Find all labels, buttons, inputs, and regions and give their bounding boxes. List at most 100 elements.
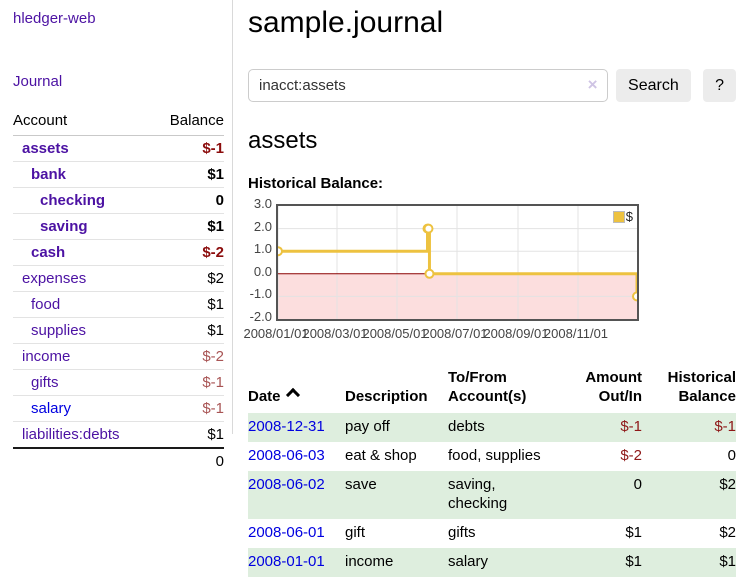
register-table: Date Description To/From Account(s) Amou… xyxy=(248,366,736,577)
accounts-total-row: 0 xyxy=(13,447,224,474)
account-row: gifts $-1 xyxy=(13,369,224,396)
account-row: bank $1 xyxy=(13,161,224,188)
account-link[interactable]: checking xyxy=(40,192,106,209)
register-header-row: Date Description To/From Account(s) Amou… xyxy=(248,366,736,413)
search-bar: × Search ? xyxy=(248,69,737,102)
account-link[interactable]: salary xyxy=(31,400,72,417)
register-header-description: Description xyxy=(345,388,428,405)
main-content: sample.journal × Search ? assets Histori… xyxy=(243,0,737,577)
account-link[interactable]: cash xyxy=(31,244,66,261)
y-axis-tick-label: -1.0 xyxy=(249,286,272,302)
account-link[interactable]: income xyxy=(22,348,71,365)
account-row: cash $-2 xyxy=(13,239,224,266)
account-title: assets xyxy=(248,127,318,154)
x-axis-tick-label: 2008/07/01 xyxy=(422,326,488,341)
transaction-accounts: gifts xyxy=(448,524,476,541)
accounts-header-row: Account Balance xyxy=(13,112,224,136)
transaction-description: pay off xyxy=(345,418,390,435)
legend-swatch-icon xyxy=(612,210,625,223)
register-row: 2008-01-01 income salary $1 $1 xyxy=(248,548,736,577)
y-axis-tick-label: 3.0 xyxy=(253,196,272,211)
y-axis-tick-label: 0.0 xyxy=(253,263,272,279)
x-axis-tick-label: 2008/09/01 xyxy=(483,326,549,341)
account-balance: $1 xyxy=(152,213,224,240)
register-header-balance: Historical Balance xyxy=(667,369,736,405)
help-button[interactable]: ? xyxy=(703,69,737,102)
transaction-description: income xyxy=(345,553,394,570)
transaction-balance: $2 xyxy=(719,524,736,541)
transaction-description: eat & shop xyxy=(345,447,417,464)
accounts-table: Account Balance assets $-1 bank $1 checking 0… xyxy=(13,112,224,474)
account-link[interactable]: supplies xyxy=(31,322,87,339)
transaction-balance: $1 xyxy=(719,553,736,570)
spacer xyxy=(13,447,153,474)
register-header-amount: Amount Out/In xyxy=(585,369,642,405)
page-title: sample.journal xyxy=(248,6,444,39)
app-title-link[interactable]: hledger-web xyxy=(13,10,96,27)
account-link[interactable]: assets xyxy=(22,140,69,157)
register-header-date-label: Date xyxy=(248,388,281,405)
transaction-date-link[interactable]: 2008-12-31 xyxy=(248,418,325,435)
y-axis-tick-label: 1.0 xyxy=(253,241,272,257)
transaction-amount: $1 xyxy=(625,524,642,541)
x-axis-tick-label: 2008/01/01 xyxy=(243,326,309,341)
accounts-header-balance: Balance xyxy=(152,112,224,136)
x-axis-tick-label: 2008/11/01 xyxy=(543,326,609,341)
historical-balance-chart: $ 3.0 2.0 1.0 0.0 -1.0 -2.0 2008/01/01 2008/03/… xyxy=(243,197,736,344)
register-row: 2008-06-02 save saving, checking 0 $2 xyxy=(248,471,736,519)
transaction-accounts: debts xyxy=(448,418,485,435)
search-button[interactable]: Search xyxy=(615,69,692,102)
transaction-accounts: salary xyxy=(448,553,489,570)
x-axis-tick-label: 2008/03/01 xyxy=(302,326,368,341)
transaction-date-link[interactable]: 2008-01-01 xyxy=(248,553,325,570)
y-axis-tick-label: 2.0 xyxy=(253,218,272,234)
transaction-description: gift xyxy=(345,524,366,541)
account-balance: $-1 xyxy=(152,395,224,422)
chart-title: Historical Balance: xyxy=(248,175,384,192)
accounts-total-balance: 0 xyxy=(152,447,224,474)
account-balance: $-1 xyxy=(152,369,224,396)
sidebar: hledger-web Journal Account Balance asse… xyxy=(0,0,233,474)
register-row: 2008-06-01 gift gifts $1 $2 xyxy=(248,519,736,548)
transaction-balance: $2 xyxy=(719,476,736,493)
transaction-amount: $-2 xyxy=(620,447,642,464)
account-row: income $-2 xyxy=(13,343,224,370)
account-link[interactable]: saving xyxy=(40,218,88,235)
account-link[interactable]: bank xyxy=(31,166,67,183)
account-link[interactable]: gifts xyxy=(31,374,59,391)
account-balance: $1 xyxy=(152,421,224,449)
account-row: checking 0 xyxy=(13,187,224,214)
account-balance: $1 xyxy=(152,317,224,344)
sidebar-item-journal[interactable]: Journal xyxy=(13,73,63,90)
transaction-balance: 0 xyxy=(727,447,736,464)
account-row: saving $1 xyxy=(13,213,224,240)
search-input[interactable] xyxy=(248,69,608,102)
chart-canvas xyxy=(278,206,637,319)
account-row: liabilities:debts $1 xyxy=(13,421,224,449)
transaction-date-link[interactable]: 2008-06-03 xyxy=(248,447,325,464)
transaction-amount: $1 xyxy=(625,553,642,570)
account-row: expenses $2 xyxy=(13,265,224,292)
account-link[interactable]: food xyxy=(31,296,61,313)
account-row: assets $-1 xyxy=(13,135,224,162)
register-header-date[interactable]: Date xyxy=(248,366,345,413)
chart-plot-area[interactable]: $ xyxy=(276,204,639,321)
account-link[interactable]: expenses xyxy=(22,270,87,287)
transaction-date-link[interactable]: 2008-06-02 xyxy=(248,476,325,493)
account-balance: $2 xyxy=(152,265,224,292)
legend-label: $ xyxy=(625,209,633,224)
y-axis-tick-label: -2.0 xyxy=(249,309,272,324)
transaction-description: save xyxy=(345,476,377,493)
transaction-balance: $-1 xyxy=(714,418,736,435)
clear-search-icon[interactable]: × xyxy=(587,75,598,94)
account-balance: $-2 xyxy=(152,239,224,266)
register-row: 2008-06-03 eat & shop food, supplies $-2 0 xyxy=(248,442,736,471)
register-row: 2008-12-31 pay off debts $-1 $-1 xyxy=(248,413,736,442)
accounts-header-account: Account xyxy=(13,112,153,136)
transaction-date-link[interactable]: 2008-06-01 xyxy=(248,524,325,541)
account-balance: $-2 xyxy=(152,343,224,370)
transaction-accounts: food, supplies xyxy=(448,447,541,464)
transaction-amount: $-1 xyxy=(620,418,642,435)
x-axis-tick-label: 2008/05/01 xyxy=(362,326,428,341)
account-link[interactable]: liabilities:debts xyxy=(22,426,120,443)
